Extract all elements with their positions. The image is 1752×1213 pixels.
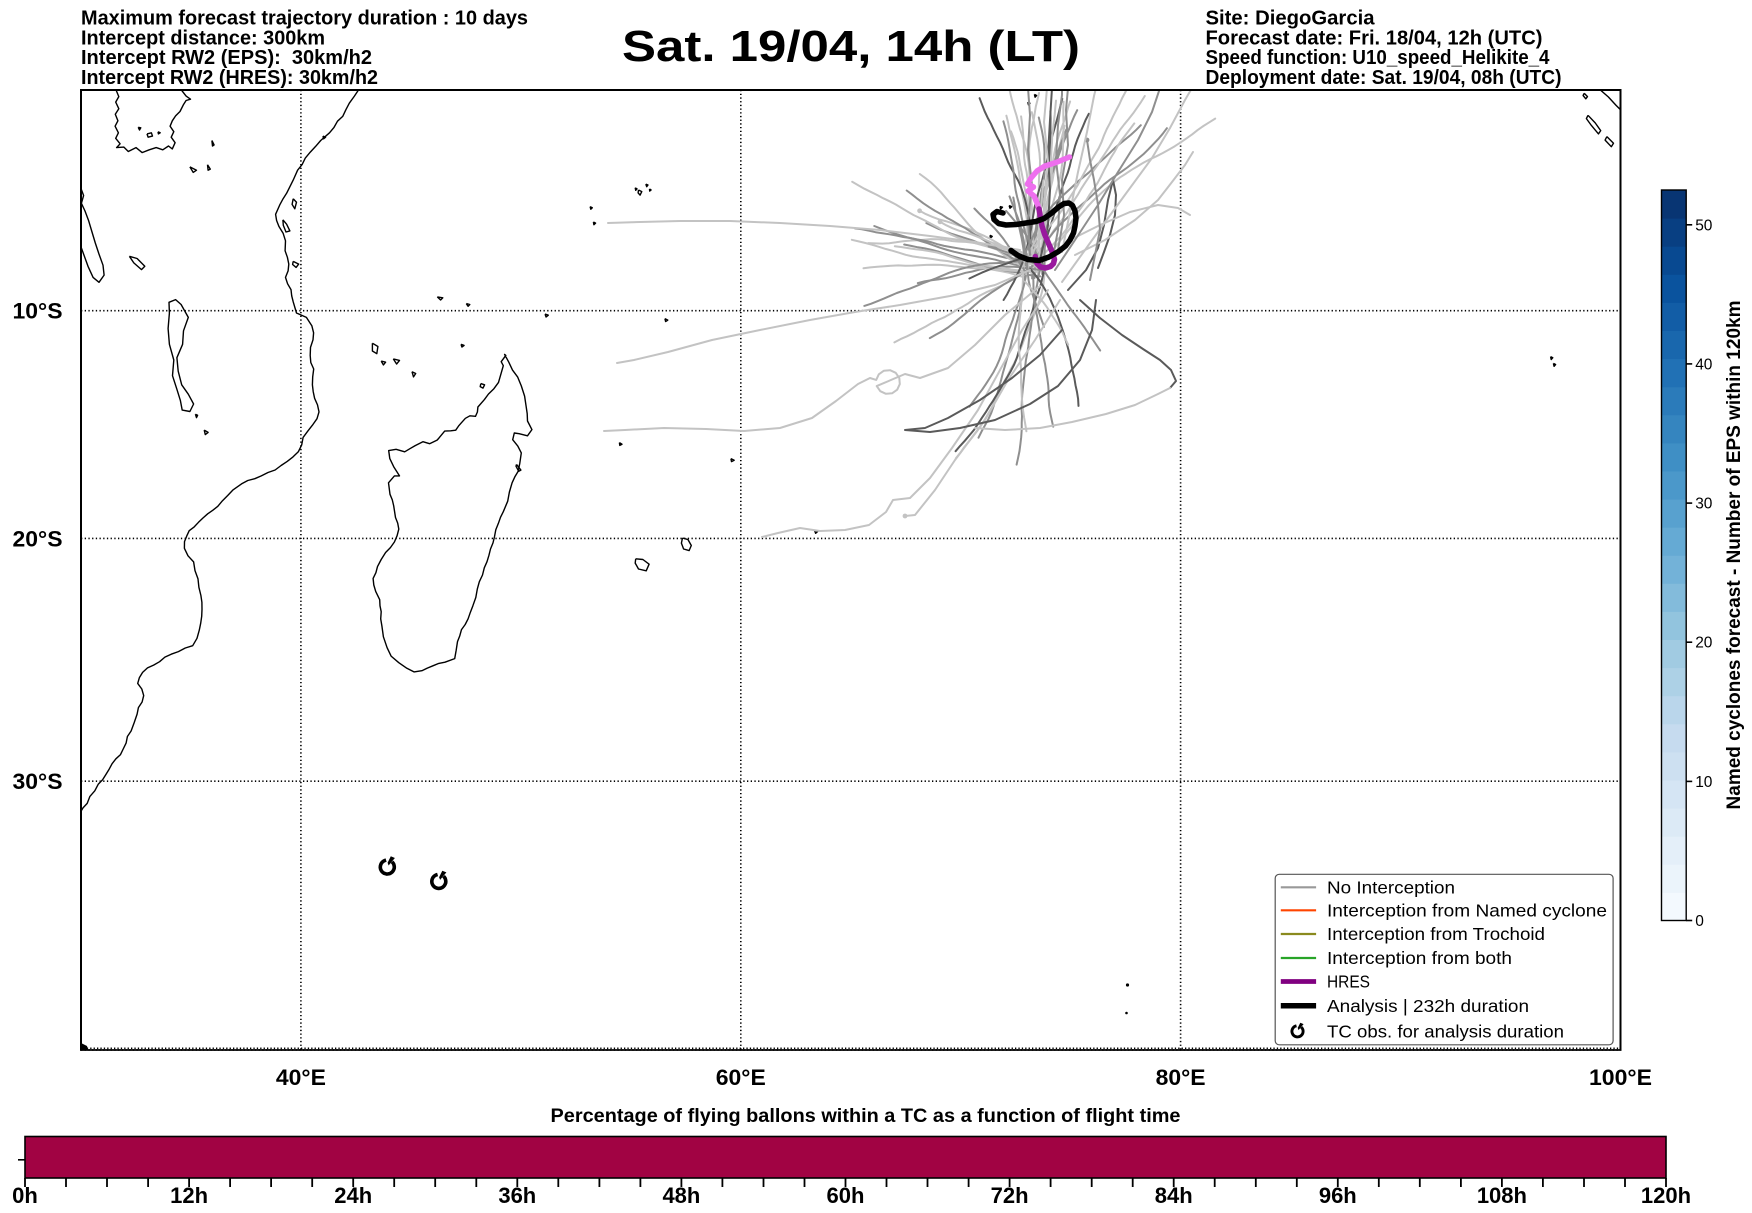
svg-text:84h: 84h [1155,1183,1193,1208]
svg-text:10: 10 [1695,774,1713,791]
svg-text:40°E: 40°E [276,1065,326,1090]
svg-text:Forecast date: Fri. 18/04, 12h: Forecast date: Fri. 18/04, 12h (UTC) [1206,27,1543,49]
svg-text:20°S: 20°S [13,526,63,551]
svg-text:0: 0 [1695,913,1704,930]
svg-text:Interception from Named cyclon: Interception from Named cyclone [1327,901,1607,921]
svg-text:Speed function: U10_speed_Heli: Speed function: U10_speed_Helikite_4 [1206,47,1551,69]
svg-text:80°E: 80°E [1156,1065,1206,1090]
svg-text:Intercept RW2 (EPS): 30km/h2: Intercept RW2 (EPS): 30km/h2 [81,47,372,69]
svg-text:30°S: 30°S [13,769,63,794]
svg-text:Maximum forecast trajectory du: Maximum forecast trajectory duration : 1… [81,8,528,30]
svg-text:36h: 36h [498,1183,536,1208]
svg-text:Intercept RW2 (HRES): 30km/h2: Intercept RW2 (HRES): 30km/h2 [81,67,378,89]
svg-text:50: 50 [1695,217,1713,234]
svg-text:100°E: 100°E [1589,1065,1652,1090]
svg-text:72h: 72h [991,1183,1029,1208]
svg-text:60°E: 60°E [716,1065,766,1090]
svg-text:120h: 120h [1641,1183,1691,1208]
svg-text:20: 20 [1695,635,1713,652]
svg-text:Deployment date: Sat. 19/04, 0: Deployment date: Sat. 19/04, 08h (UTC) [1206,67,1562,89]
svg-text:TC obs. for analysis duration: TC obs. for analysis duration [1327,1022,1564,1042]
svg-text:40: 40 [1695,356,1713,373]
svg-text:Analysis | 232h duration: Analysis | 232h duration [1327,996,1529,1016]
svg-text:10°S: 10°S [13,299,63,324]
svg-text:Site: DiegoGarcia: Site: DiegoGarcia [1206,8,1376,30]
svg-text:Named cyclones forecast - Numb: Named cyclones forecast - Number of EPS … [1724,301,1745,810]
svg-text:0h: 0h [12,1183,38,1208]
svg-text:30: 30 [1695,496,1713,513]
svg-text:96h: 96h [1319,1183,1357,1208]
svg-text:Intercept distance: 300km: Intercept distance: 300km [81,27,325,49]
svg-text:Interception from both: Interception from both [1327,948,1512,968]
svg-text:24h: 24h [334,1183,372,1208]
svg-text:48h: 48h [662,1183,700,1208]
svg-text:Percentage of flying ballons w: Percentage of flying ballons within a TC… [551,1106,1181,1127]
svg-text:HRES: HRES [1327,972,1370,992]
svg-text:No Interception: No Interception [1327,878,1455,898]
svg-text:60h: 60h [827,1183,865,1208]
svg-text:Sat. 19/04, 14h (LT): Sat. 19/04, 14h (LT) [622,22,1080,71]
svg-text:12h: 12h [170,1183,208,1208]
svg-text:Interception from Trochoid: Interception from Trochoid [1327,924,1545,944]
svg-text:108h: 108h [1477,1183,1527,1208]
